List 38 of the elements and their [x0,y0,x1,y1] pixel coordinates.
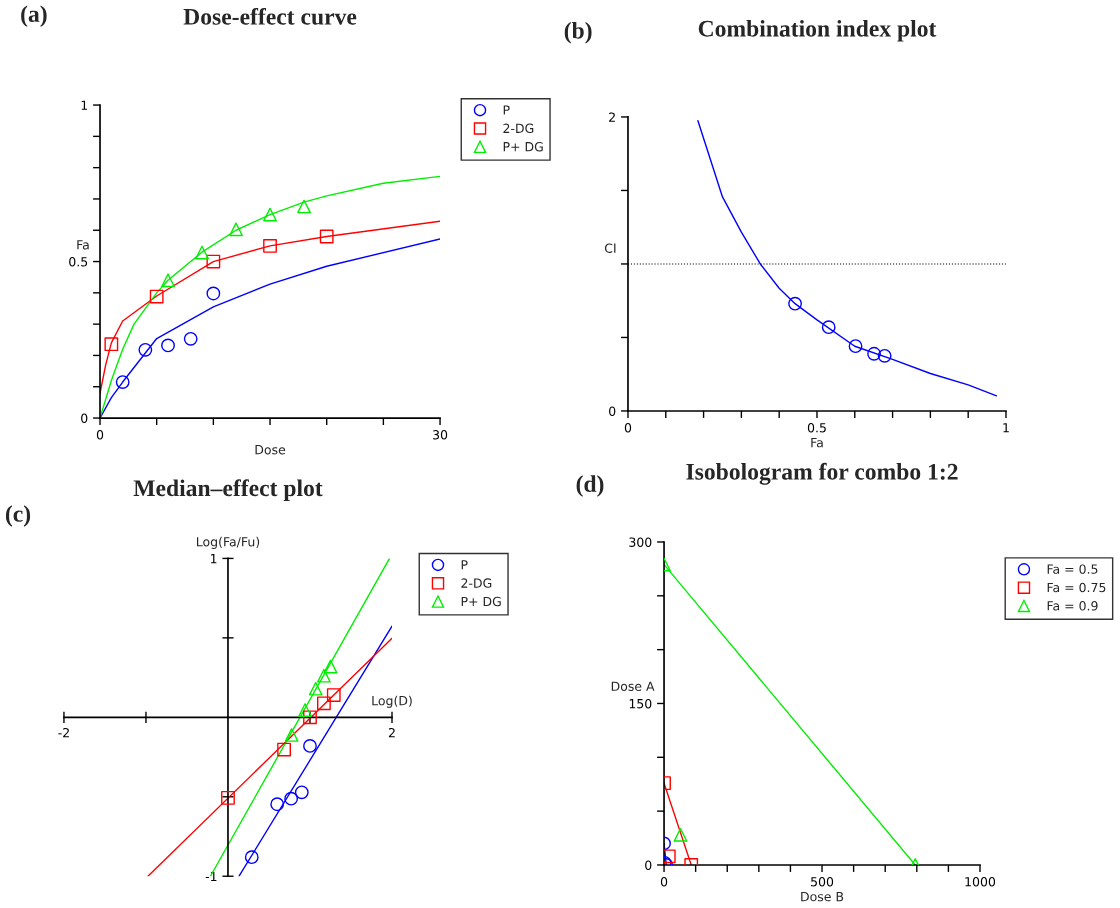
x-axis-title: Fa [811,438,823,448]
y-tick-label: 0.5 [69,257,88,267]
text: (a) [21,5,47,27]
chart-title: Dose-effect curve [183,7,357,25]
y-axis-title: Dose A [611,681,655,691]
legend-label: P+ DG [461,596,501,607]
y-tick-label: 0 [645,860,652,870]
x-axis-title: Dose B [801,892,844,902]
y-axis-title: Fa [77,240,89,250]
y-axis-title: CI [604,243,616,253]
text: (b) [564,22,592,44]
y-axis-title: Log(Fa/Fu) [196,536,260,549]
x-tick-label: 1 [1003,423,1009,433]
y-tick-label: 0 [81,413,88,423]
y-tick-label: 300 [629,537,652,547]
legend-label: Fa = 0.5 [1047,564,1098,574]
chart-title: Isobologram for combo 1:2 [686,462,958,485]
legend-label: Fa = 0.75 [1047,582,1106,593]
chart-title: Combination index plot [698,20,937,42]
legend-label: P [503,105,510,115]
x-tick-label: 500 [811,876,834,887]
x-tick-label: 0.5 [807,422,826,433]
legend-label: P [461,560,468,570]
x-tick-label: -2 [58,727,69,738]
y-tick-label: 150 [629,698,652,709]
x-tick-label: 30 [433,430,448,440]
legend-label: 2-DG [461,578,492,588]
legend-label: P+ DG [503,141,543,152]
chart-title: Median–effect plot [133,479,323,501]
x-tick-label: 1000 [965,876,996,887]
text: (c) [5,505,31,527]
x-tick-label: 0 [660,876,668,887]
text: (d) [576,475,604,497]
x-axis-title: Log(D) [372,695,412,708]
legend-label: 2-DG [503,123,534,134]
y-tick-label: 1 [81,100,88,110]
x-axis-title: Dose [255,445,286,455]
legend-label: Fa = 0.9 [1047,601,1098,611]
